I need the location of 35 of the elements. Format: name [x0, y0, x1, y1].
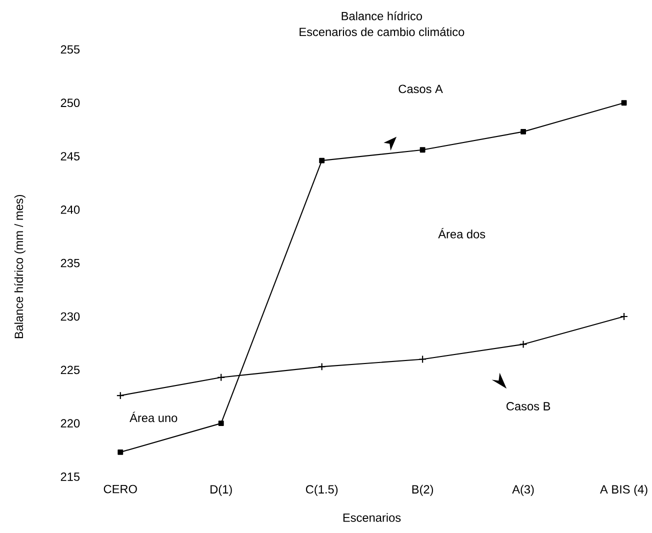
y-axis-title: Balance hídrico (mm / mes): [14, 194, 26, 338]
y-tick-label: 240: [60, 205, 80, 214]
annotation: Casos A: [398, 84, 443, 93]
x-axis-title: Escenarios: [343, 512, 401, 522]
chart-title: Balance hídrico: [342, 11, 422, 20]
point: [217, 373, 226, 382]
point: [420, 146, 426, 152]
point: [418, 355, 427, 364]
annotation: Casos B: [506, 402, 550, 410]
y-tick-label: 230: [60, 312, 80, 321]
annotation: Área uno: [130, 412, 178, 422]
y-tick-label: 225: [60, 366, 80, 374]
y-tick-label: 245: [60, 152, 80, 160]
x-tick-label: D(1): [210, 484, 232, 496]
point: [620, 312, 628, 320]
y-tick-label: 220: [60, 418, 80, 428]
point: [520, 128, 526, 134]
point: [218, 420, 224, 426]
annotation: Área dos: [438, 228, 486, 238]
x-tick-label: B(2): [412, 484, 434, 496]
chart-subtitle: Escenarios de cambio climático: [300, 27, 464, 36]
x-tick-label: A BIS (4): [600, 484, 648, 496]
point: [519, 340, 528, 348]
point: [116, 391, 124, 400]
x-tick-label: CERO: [104, 484, 137, 494]
y-tick-label: 235: [60, 258, 80, 268]
x-tick-label: A(3): [512, 484, 534, 496]
point: [318, 362, 326, 371]
y-tick-label: 215: [60, 472, 80, 481]
y-tick-label: 250: [60, 98, 80, 107]
x-tick-label: C(1.5): [306, 484, 338, 496]
point: [118, 449, 124, 455]
y-tick-label: 255: [60, 45, 80, 54]
point: [621, 100, 627, 106]
point: [319, 158, 325, 164]
